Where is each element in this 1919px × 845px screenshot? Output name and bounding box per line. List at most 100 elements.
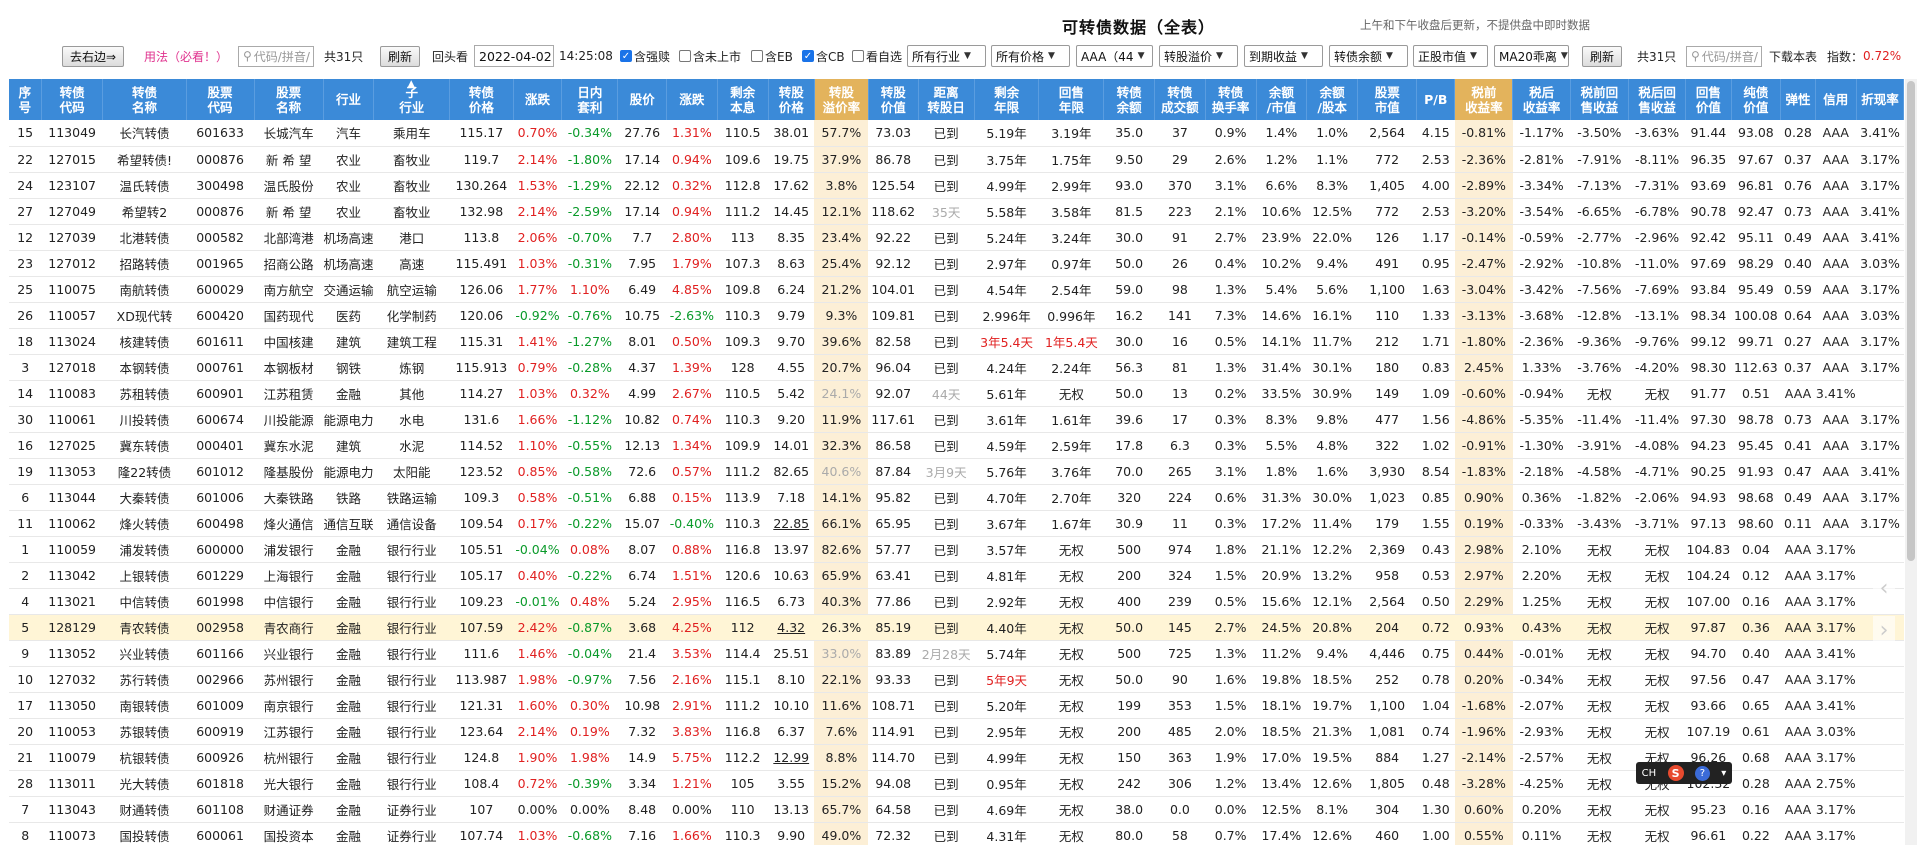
column-header[interactable]: 日内 套利: [561, 79, 619, 120]
table-row[interactable]: 15 113049 长汽转债 601633 长城汽车 汽车 乘用车 115.17 0.70% -0…: [9, 120, 1904, 147]
table-row[interactable]: 27 127049 希望转2 000876 新 希 望农业 畜牧业 132.98 2.14% -…: [9, 198, 1904, 225]
column-header[interactable]: 纯债 价值: [1731, 79, 1782, 120]
column-header[interactable]: 税后 收益率: [1512, 79, 1571, 120]
table-row[interactable]: 2 113042 上银转债 601229 上海银行 金融 银行行业 105.17 0.40% -0…: [9, 562, 1904, 589]
checkbox-include-eb[interactable]: 含EB: [751, 45, 793, 67]
checkbox-include-cb[interactable]: ✓ 含CB: [802, 49, 845, 64]
table-cell: 19.5%: [1306, 744, 1358, 771]
column-header[interactable]: 转债 换手率: [1205, 79, 1257, 120]
column-header[interactable]: 税前 收益率: [1454, 79, 1514, 120]
table-cell: 无权: [1038, 692, 1104, 719]
refresh-button-2[interactable]: 刷新: [1582, 45, 1623, 67]
column-header[interactable]: 涨跌: [666, 79, 718, 120]
column-header[interactable]: 距离 转股日: [918, 79, 975, 120]
table-row[interactable]: 3 127018 本钢转债 000761 本钢板材 钢铁 炼钢 115.913 0.79% -0.…: [9, 354, 1904, 381]
download-link[interactable]: 下载本表: [1769, 49, 1818, 64]
marketcap-select[interactable]: 正股市值 ▼: [1413, 45, 1488, 67]
table-row[interactable]: 26 110057 XD现代转 600420 国药现代 医药 化学制药 120.06 -0.92…: [9, 302, 1904, 329]
table-row[interactable]: 12 127039 北港转债 000582 北部湾港 机场高速 港口 113.8 2.06% -0…: [9, 224, 1904, 251]
table-row[interactable]: 6 113044 大秦转债 601006 大秦铁路 铁路 铁路运输 109.3 0.58% -0.…: [9, 484, 1904, 511]
column-header[interactable]: 转债 代码: [41, 79, 104, 120]
checkbox-include-unlisted[interactable]: 含未上市: [679, 45, 741, 67]
table-row[interactable]: 18 113024 核建转债 601611 中国核建 建筑 建筑工程 115.31 1.41% -…: [9, 328, 1904, 355]
table-row[interactable]: 24 123107 温氏转债 300498 温氏股份 农业 畜牧业 130.264 1.53% -…: [9, 172, 1904, 199]
checkbox-watchlist[interactable]: 看自选: [852, 45, 902, 67]
column-header[interactable]: 税后回 售收益: [1628, 79, 1687, 120]
column-header[interactable]: 股票 代码: [186, 79, 255, 120]
table-cell: 17.14: [617, 146, 667, 173]
table-row[interactable]: 22 127015 希望转债! 000876 新 希 望农业 畜牧业 119.7 2.14% -…: [9, 146, 1904, 173]
column-header[interactable]: 回售 价值: [1685, 79, 1732, 120]
balance-select[interactable]: 转债余额 ▼: [1329, 45, 1408, 67]
chevron-right-icon[interactable]: ›: [1873, 616, 1895, 644]
table-cell: 300498: [186, 172, 255, 199]
table-row[interactable]: 23 127012 招路转债 001965 招商公路 机场高速 高速 115.491 1.03%…: [9, 250, 1904, 277]
table-row[interactable]: 10 127032 苏行转债 002966 苏州银行 金融 银行行业 113.987 1.98%…: [9, 666, 1904, 693]
price-select[interactable]: 所有价格 ▼: [991, 45, 1070, 67]
column-header[interactable]: 税前回 售收益: [1570, 79, 1629, 120]
checkbox-include-redeem[interactable]: ✓ 含强赎: [620, 49, 671, 64]
column-header[interactable]: 转债 余额: [1103, 79, 1156, 120]
vertical-scrollbar[interactable]: [1905, 79, 1917, 845]
table-cell: 92.42: [1685, 224, 1732, 251]
column-header[interactable]: 涨跌: [513, 79, 563, 120]
column-header[interactable]: 折现率: [1856, 79, 1904, 120]
column-header[interactable]: 转股 价值: [868, 79, 919, 120]
column-header-label: 日内: [577, 84, 603, 100]
table-row[interactable]: 8 110073 国投转债 600061 国投资本 金融 证券行业 107.74 1.03% -0…: [9, 822, 1904, 845]
column-header[interactable]: 序号: [9, 79, 42, 120]
column-header[interactable]: ▲ 子行业: [373, 79, 450, 120]
search-input[interactable]: ⚲ 代码/拼音/: [238, 45, 314, 67]
chevron-left-icon[interactable]: ‹: [1873, 574, 1895, 602]
usage-link[interactable]: 用法（必看！）: [144, 49, 229, 64]
column-header[interactable]: 信用: [1815, 79, 1857, 120]
industry-select[interactable]: 所有行业 ▼: [907, 45, 986, 67]
table-row[interactable]: 7 113043 财通转债 601108 财通证券 金融 证券行业 107 0.00% 0.00%…: [9, 796, 1904, 823]
column-header[interactable]: 转股 价格: [768, 79, 815, 120]
column-header[interactable]: 转股 溢价率: [814, 79, 869, 120]
table-row[interactable]: 14 110083 苏租转债 600901 江苏租赁 金融 其他 114.27 1.03% 0.3…: [9, 380, 1904, 407]
table-cell: 2.7%: [1205, 224, 1257, 251]
table-cell: 2.42%: [513, 614, 562, 641]
table-row[interactable]: 20 110053 苏银转债 600919 江苏银行 金融 银行行业 123.64 2.14% 0…: [9, 718, 1904, 745]
column-header[interactable]: 转债 名称: [102, 79, 187, 120]
column-header[interactable]: 剩余 年限: [974, 79, 1040, 120]
column-header[interactable]: 剩余 本息: [717, 79, 769, 120]
rating-select[interactable]: AAA（44 ▼: [1076, 45, 1153, 67]
table-row[interactable]: 17 113050 南银转债 601009 南京银行 金融 银行行业 121.31 1.60% 0…: [9, 692, 1904, 719]
yield-select[interactable]: 到期收益 ▼: [1244, 45, 1323, 67]
table-row[interactable]: 16 127025 冀东转债 000401 冀东水泥 建筑 水泥 114.52 1.10% -0.…: [9, 432, 1904, 459]
column-header[interactable]: 余额/市值: [1256, 79, 1308, 120]
column-header[interactable]: 股票 名称: [254, 79, 324, 120]
column-header[interactable]: 回售 年限: [1038, 79, 1105, 120]
move-right-button[interactable]: 去右边⇒: [62, 45, 125, 67]
scroll-thumb[interactable]: [1907, 81, 1915, 561]
table-row[interactable]: 21 110079 杭银转债 600926 杭州银行 金融 银行行业 124.8 1.90% 1.…: [9, 744, 1904, 771]
table-row[interactable]: 1 110059 浦发转债 600000 浦发银行 金融 银行行业 105.51 -0.04% 0…: [9, 536, 1904, 563]
ime-toolbar[interactable]: CH S ? ▾: [1636, 762, 1732, 784]
column-header[interactable]: 股票 市值: [1357, 79, 1418, 120]
table-row[interactable]: 9 113052 兴业转债 601166 兴业银行 金融 银行行业 111.6 1.46% -0.…: [9, 640, 1904, 667]
refresh-button[interactable]: 刷新: [380, 45, 421, 67]
table-row[interactable]: 19 113053 隆22转债 601012 隆基股份 能源电力 太阳能 123.52 0.85…: [9, 458, 1904, 485]
column-header[interactable]: 股价: [617, 79, 667, 120]
table-row[interactable]: 11 110062 烽火转债 600498 烽火通信 通信互联 通信设备 109.54 0.17…: [9, 510, 1904, 537]
table-cell: 冀东转债: [102, 432, 187, 459]
date-input[interactable]: 2022-04-02: [474, 45, 554, 67]
table-row[interactable]: 30 110061 川投转债 600674 川投能源 能源电力 水电 131.6 1.66% -1…: [9, 406, 1904, 433]
table-row[interactable]: 5 128129 青农转债 002958 青农商行 金融 银行行业 107.59 2.42% -0…: [9, 614, 1904, 641]
table-row[interactable]: 25 110075 南航转债 600029 南方航空 交通运输 航空运输 126.06 1.77…: [9, 276, 1904, 303]
table-row[interactable]: 28 113011 光大转债 601818 光大银行 金融 银行行业 108.4 0.72% -0…: [9, 770, 1904, 797]
column-header[interactable]: 转债 价格: [449, 79, 514, 120]
table-row[interactable]: 4 113021 中信转债 601998 中信银行 金融 银行行业 109.23 -0.01% 0…: [9, 588, 1904, 615]
column-header[interactable]: P/B: [1416, 79, 1456, 120]
table-cell: 127015: [41, 146, 103, 173]
column-header[interactable]: 余额/股本: [1306, 79, 1359, 120]
search-input-2[interactable]: ⚲ 代码/拼音/: [1686, 45, 1762, 67]
premium-select[interactable]: 转股溢价 ▼: [1159, 45, 1238, 67]
table-cell: 金融: [323, 822, 374, 845]
ma20-select[interactable]: MA20乖离 ▼: [1494, 45, 1569, 67]
column-header[interactable]: 弹性: [1780, 79, 1816, 120]
column-header[interactable]: 转债 成交额: [1154, 79, 1206, 120]
column-header[interactable]: 行业: [323, 79, 375, 120]
